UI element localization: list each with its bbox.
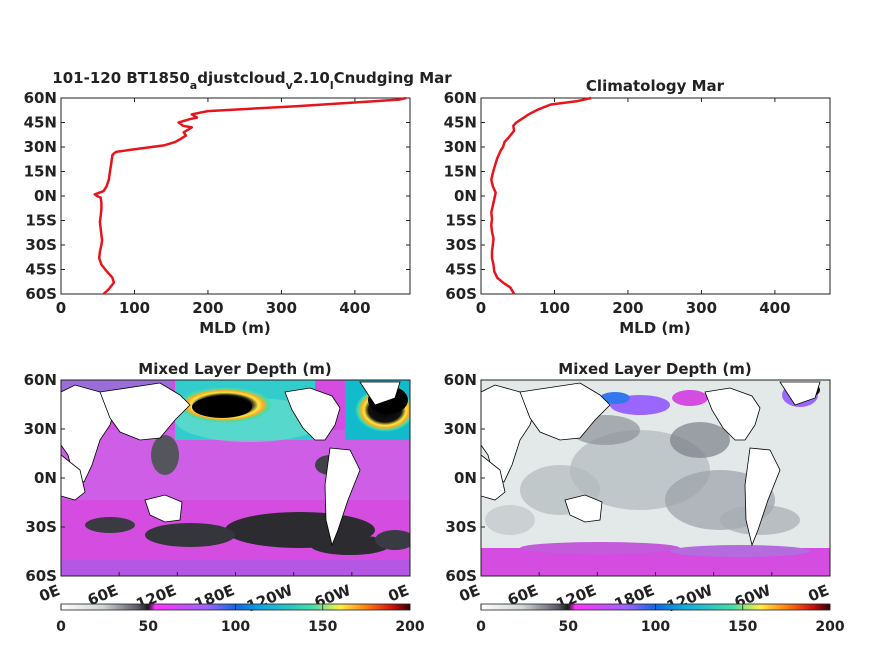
panel2-series (490, 96, 592, 295)
panel3-lat-tick-label: 30N (24, 420, 57, 438)
panel-climatology-profile: Climatology Mar 0 100 200 300 400 60N 45N 30N 15… (444, 77, 831, 337)
panel1-xtick-label: 100 (119, 299, 150, 317)
panel4-lon-tick-label: 120W (664, 581, 716, 616)
panel3-colorbar-tick-label: 150 (308, 619, 337, 635)
panel1-ytick-label: 60N (24, 89, 57, 107)
title-part-6: Cnudging Mar (334, 69, 453, 87)
panel4-colorbar-tick-label: 150 (728, 619, 757, 635)
panel1-ticks: 0 100 200 300 400 60N 45N 30N 15N 0N 15S 30S 45S 60S (24, 89, 410, 317)
panel-climatology-map: Mixed Layer Depth (m) (444, 360, 845, 635)
panel4-title: Mixed Layer Depth (m) (558, 360, 751, 378)
panel2-ytick-label: 45S (445, 261, 477, 279)
panel4-lat-tick-label: 30N (444, 420, 477, 438)
panel2-title: Climatology Mar (586, 77, 725, 95)
panel3-colorbar: 0 50 100 150 200 (56, 603, 425, 635)
panel1-title: 101-120 BT1850adjustcloudv2.10lCnudging … (52, 69, 452, 92)
panel4-lat-tick-label: 30S (445, 518, 477, 536)
panel2-ytick-label: 0N (454, 187, 477, 205)
panel-model-profile: 101-120 BT1850adjustcloudv2.10lCnudging … (24, 69, 453, 337)
panel2-ytick-label: 60S (445, 285, 477, 303)
panel1-ytick-label: 30N (24, 138, 57, 156)
panel4-lon-tick-label: 0E (806, 581, 832, 605)
panel3-land (61, 381, 401, 547)
panel3-colorbar-tick-label: 50 (139, 619, 159, 635)
panel1-ytick-label: 30S (25, 236, 57, 254)
panel2-ytick-label: 60N (444, 89, 477, 107)
panel4-lat-tick-label: 60N (444, 371, 477, 389)
panel1-xlabel: MLD (m) (199, 319, 271, 337)
panel4-colorbar-tick-label: 200 (815, 619, 844, 635)
title-part-1: a (190, 79, 197, 92)
panel1-ytick-label: 45S (25, 261, 57, 279)
title-part-2: djustcloud (197, 69, 285, 87)
panel2-axes-frame (480, 97, 831, 295)
panel1-series (93, 96, 407, 295)
title-part-3: v (286, 79, 294, 92)
panel2-ytick-label: 15N (444, 163, 477, 181)
panel-model-map: Mixed Layer Depth (m) (24, 360, 425, 635)
title-part-0: 101-120 BT1850 (52, 69, 189, 87)
panel1-ytick-label: 60S (25, 285, 57, 303)
panel2-xtick-label: 0 (476, 299, 486, 317)
panel2-ytick-label: 30S (445, 236, 477, 254)
panel4-colorbar-tick-label: 50 (559, 619, 579, 635)
panel2-xtick-label: 400 (759, 299, 790, 317)
panel1-mld-line (93, 96, 407, 295)
panel1-xtick-label: 400 (339, 299, 370, 317)
panel2-ytick-label: 30N (444, 138, 477, 156)
panel1-ytick-label: 45N (24, 114, 57, 132)
panel4-colorbar: 0 50 100 150 200 (476, 603, 845, 635)
panel3-field (61, 380, 410, 576)
panel2-xtick-label: 300 (686, 299, 717, 317)
panel4-lat-tick-label: 60S (445, 567, 477, 585)
panel4-colorbar-tick-label: 100 (641, 619, 670, 635)
panel3-lon-tick-label: 0E (386, 581, 412, 605)
panel1-ytick-label: 0N (34, 187, 57, 205)
panel1-ytick-label: 15S (25, 212, 57, 230)
panel3-colorbar-tick-label: 0 (56, 619, 66, 635)
panel3-lat-tick-label: 60N (24, 371, 57, 389)
panel2-mld-line (490, 96, 592, 295)
panel1-xtick-label: 0 (56, 299, 66, 317)
panel3-lon-tick-label: 120W (244, 581, 296, 616)
panel3-colorbar-tick-label: 100 (221, 619, 250, 635)
panel2-xlabel: MLD (m) (619, 319, 691, 337)
panel1-axes-frame (60, 97, 411, 295)
panel2-ticks: 0 100 200 300 400 60N 45N 30N 15N 0N 15S 30S 45S 60S (444, 89, 830, 317)
panel2-xtick-label: 200 (612, 299, 643, 317)
panel3-lat-tick-label: 30S (25, 518, 57, 536)
panel2-xtick-label: 100 (539, 299, 570, 317)
panel4-colorbar-tick-label: 0 (476, 619, 486, 635)
panel3-title: Mixed Layer Depth (m) (138, 360, 331, 378)
panel1-xtick-label: 200 (192, 299, 223, 317)
title-part-4: 2.10 (293, 69, 330, 87)
panel3-lat-tick-label: 60S (25, 567, 57, 585)
panel2-ytick-label: 15S (445, 212, 477, 230)
panel3-colorbar-tick-label: 200 (395, 619, 424, 635)
title-part-5: l (330, 79, 334, 92)
panel4-lat-tick-label: 0N (454, 469, 477, 487)
panel3-lat-tick-label: 0N (34, 469, 57, 487)
panel1-xtick-label: 300 (266, 299, 297, 317)
panel4-land (481, 381, 821, 547)
panel1-ytick-label: 15N (24, 163, 57, 181)
panel2-ytick-label: 45N (444, 114, 477, 132)
panel4-field (481, 380, 830, 576)
